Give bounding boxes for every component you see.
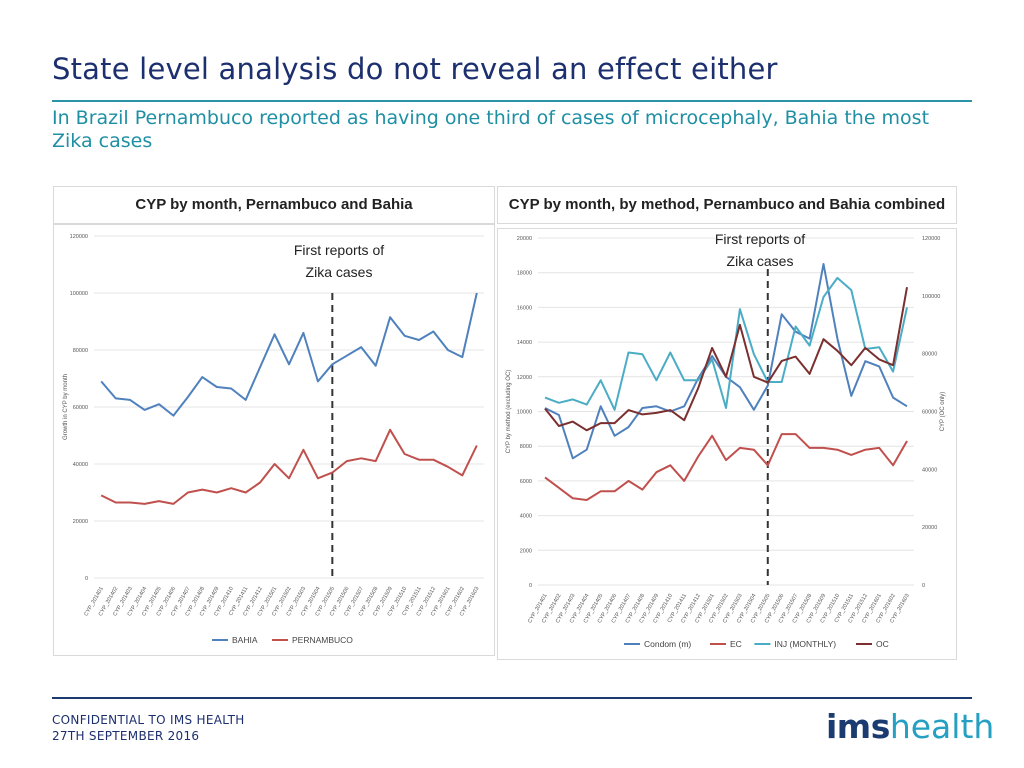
y-right-tick-label: 60000 [922,410,937,416]
y-tick-label: 4000 [520,514,532,520]
footer-divider [52,697,972,699]
slide-subtitle: In Brazil Pernambuco reported as having … [52,107,930,152]
y-right-tick-label: 0 [922,583,925,589]
y-tick-label: 0 [85,576,88,582]
slide-title: State level analysis do not reveal an ef… [52,52,778,86]
legend-label: INJ (MONTHLY) [774,639,836,649]
y-tick-label: 40000 [73,462,88,468]
y-tick-label: 6000 [520,479,532,485]
y-right-tick-label: 100000 [922,294,940,300]
legend-label: Condom (m) [644,639,691,649]
y-tick-label: 18000 [517,271,532,277]
series-line-bahia [100,292,478,417]
chart-2-panel: 0 2000 4000 6000 8000 10000 12000 14000 16000 180… [497,228,957,660]
annotation-text: First reports of [294,242,384,258]
y-right-tick-label: 120000 [922,236,940,242]
title-divider [52,100,972,102]
y-right-axis-title: CYP (OC only) [940,392,946,432]
y-tick-label: 14000 [517,340,532,346]
footer-confidential: CONFIDENTIAL TO IMS HEALTH [52,713,245,727]
series-line-oc [544,287,908,432]
y-tick-label: 12000 [517,375,532,381]
y-tick-label: 16000 [517,305,532,311]
y-axis-title: CYP by method (excluding OC) [506,370,512,454]
y-tick-label: 10000 [517,410,532,416]
y-tick-label: 0 [529,583,532,589]
y-tick-label: 2000 [520,548,532,554]
chart-2-svg: 0 2000 4000 6000 8000 10000 12000 14000 16000 180… [506,231,946,649]
chart-1-title: CYP by month, Pernambuco and Bahia [53,186,495,224]
annotation-text: Zika cases [727,253,794,269]
annotation-text: Zika cases [306,264,373,280]
y-tick-label: 20000 [517,236,532,242]
chart-1-svg: 0 20000 40000 60000 80000 100000 120000 Growth … [63,234,484,645]
y-tick-label: 20000 [73,519,88,525]
logo-health-text: health [889,707,995,746]
series-line-ec [544,433,908,501]
chart-2-title: CYP by month, by method, Pernambuco and … [497,186,957,224]
y-axis-title: Growth in CYP by month [63,374,69,440]
chart-1-panel: 0 20000 40000 60000 80000 100000 120000 Growth … [53,224,495,656]
legend-label: BAHIA [232,635,258,645]
logo-ims-text: ims [826,707,890,746]
y-tick-label: 120000 [70,234,88,240]
y-right-tick-label: 20000 [922,525,937,531]
annotation-text: First reports of [715,231,805,247]
legend-label: OC [876,639,889,649]
y-right-tick-label: 40000 [922,467,937,473]
legend-label: PERNAMBUCO [292,635,353,645]
y-tick-label: 60000 [73,405,88,411]
footer-date: 27TH SEPTEMBER 2016 [52,729,200,743]
y-tick-label: 100000 [70,291,88,297]
y-right-tick-label: 80000 [922,352,937,358]
series-line-pernambuco [100,428,478,505]
series-line-inj-monthly [544,276,908,411]
y-tick-label: 8000 [520,444,532,450]
ims-health-logo: imshealth [826,704,994,750]
legend-label: EC [730,639,742,649]
y-tick-label: 80000 [73,348,88,354]
